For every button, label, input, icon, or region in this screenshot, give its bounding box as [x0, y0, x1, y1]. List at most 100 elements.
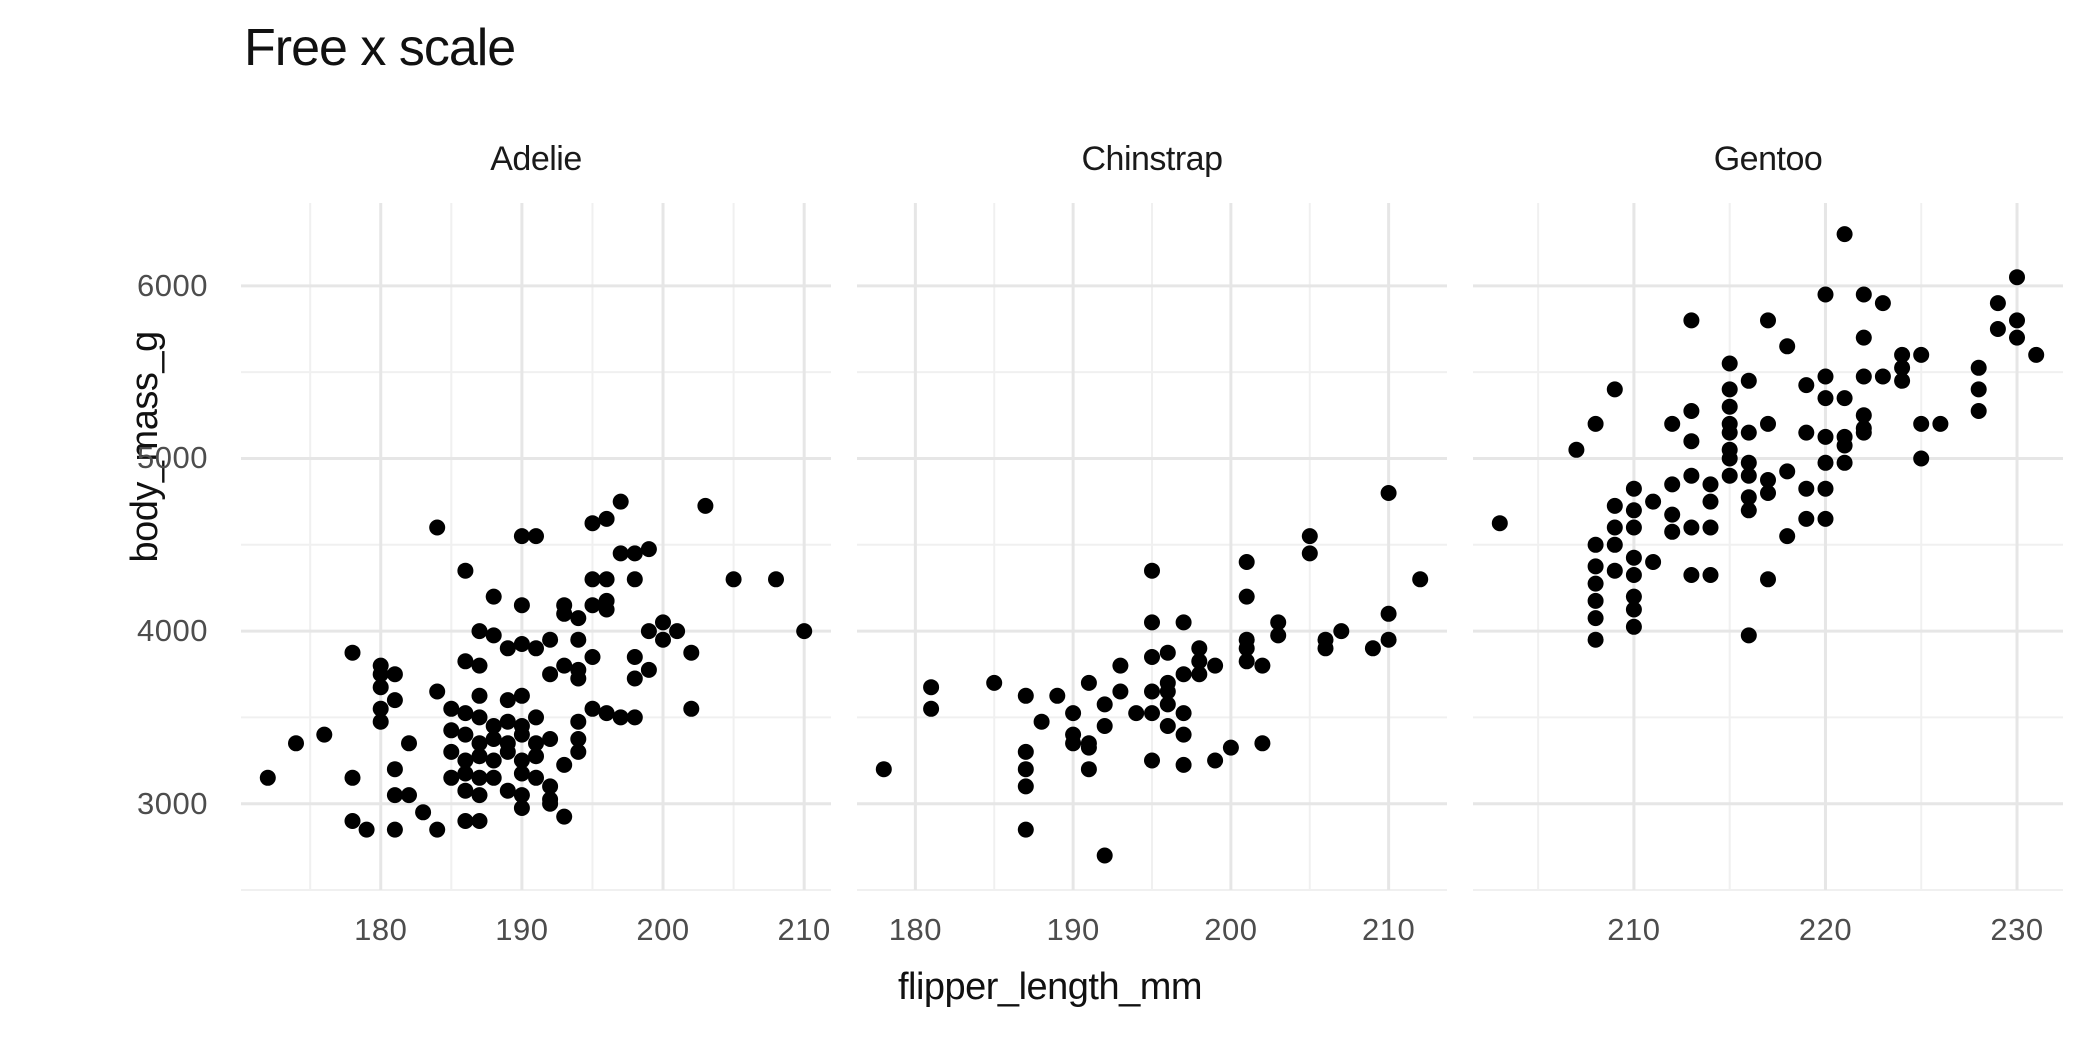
- data-point: [1191, 653, 1208, 670]
- data-point: [1721, 381, 1738, 398]
- y-axis-tick-label: 4000: [137, 613, 208, 649]
- data-point: [386, 821, 403, 838]
- data-point: [316, 726, 333, 743]
- data-point: [1817, 368, 1834, 385]
- data-point: [1333, 623, 1350, 640]
- data-point: [1080, 739, 1097, 756]
- data-point: [1017, 778, 1034, 795]
- data-point: [542, 731, 559, 747]
- data-point: [768, 571, 784, 588]
- data-point: [443, 700, 460, 717]
- data-point: [1301, 545, 1318, 562]
- data-point: [1855, 368, 1872, 385]
- data-point: [528, 769, 544, 786]
- data-point: [1740, 372, 1757, 389]
- data-point: [1096, 696, 1113, 713]
- data-point: [584, 571, 601, 588]
- data-point: [598, 510, 615, 527]
- data-point: [1238, 588, 1255, 605]
- data-point: [513, 687, 530, 704]
- data-point: [1159, 644, 1176, 661]
- data-point: [457, 726, 474, 743]
- data-point: [1817, 428, 1834, 445]
- facet-label-gentoo: Gentoo: [1713, 140, 1823, 178]
- data-point: [556, 657, 573, 674]
- data-point: [344, 644, 361, 661]
- data-point: [1175, 666, 1192, 683]
- data-point: [528, 735, 544, 752]
- data-point: [415, 804, 432, 821]
- data-point: [570, 713, 587, 730]
- data-point: [1817, 454, 1834, 471]
- data-point: [1270, 627, 1287, 644]
- data-point: [626, 571, 643, 588]
- data-point: [1380, 605, 1397, 622]
- data-point: [1740, 467, 1757, 484]
- data-point: [1033, 713, 1050, 730]
- data-point: [259, 769, 276, 786]
- data-point: [1894, 346, 1911, 363]
- data-point: [556, 808, 573, 825]
- data-point: [570, 731, 587, 747]
- data-point: [1760, 571, 1776, 588]
- y-axis-tick-label: 5000: [137, 440, 208, 476]
- data-point: [457, 752, 474, 769]
- data-point: [457, 765, 474, 782]
- data-point: [640, 661, 657, 678]
- data-point: [1144, 562, 1160, 579]
- data-point: [1587, 575, 1604, 592]
- data-point: [1207, 657, 1224, 674]
- data-point: [1017, 761, 1034, 778]
- data-point: [443, 722, 460, 739]
- data-point: [485, 627, 502, 644]
- data-point: [1222, 739, 1239, 756]
- data-point: [2009, 269, 2025, 286]
- data-point: [471, 709, 488, 726]
- data-point: [1587, 610, 1604, 627]
- data-point: [485, 752, 502, 769]
- data-point: [485, 588, 502, 605]
- data-point: [1683, 312, 1700, 329]
- data-point: [1625, 567, 1642, 583]
- data-point: [1317, 631, 1334, 648]
- data-point: [1587, 558, 1604, 575]
- data-point: [1412, 571, 1429, 588]
- data-point: [443, 743, 460, 760]
- data-point: [542, 666, 559, 683]
- data-point: [1913, 346, 1930, 363]
- data-point: [542, 631, 559, 648]
- data-point: [1587, 631, 1604, 648]
- data-point: [1144, 649, 1160, 665]
- data-point: [386, 666, 403, 683]
- data-point: [598, 705, 615, 722]
- data-point: [1740, 454, 1757, 471]
- data-point: [1702, 476, 1719, 493]
- data-point: [1238, 653, 1255, 670]
- facet-label-adelie: Adelie: [490, 140, 582, 178]
- data-point: [1175, 705, 1192, 722]
- data-point: [584, 700, 601, 717]
- data-point: [542, 795, 559, 812]
- data-point: [457, 653, 474, 670]
- data-point: [1817, 286, 1834, 303]
- data-point: [1270, 614, 1287, 631]
- data-point: [1836, 437, 1853, 454]
- plot-title: Free x scale: [244, 19, 516, 77]
- data-point: [1798, 510, 1815, 527]
- data-point: [1683, 519, 1700, 536]
- data-point: [1740, 502, 1757, 519]
- data-point: [1913, 450, 1930, 467]
- data-point: [1065, 735, 1082, 752]
- data-point: [471, 787, 488, 804]
- data-point: [372, 713, 389, 730]
- data-point: [1144, 614, 1160, 631]
- x-axis-tick-label: 200: [636, 912, 690, 947]
- data-point: [528, 709, 544, 726]
- data-point: [457, 813, 474, 829]
- data-point: [513, 726, 530, 743]
- data-point: [697, 497, 714, 514]
- data-point: [1380, 485, 1397, 501]
- data-point: [1721, 424, 1738, 441]
- data-point: [429, 683, 446, 700]
- data-point: [640, 541, 657, 558]
